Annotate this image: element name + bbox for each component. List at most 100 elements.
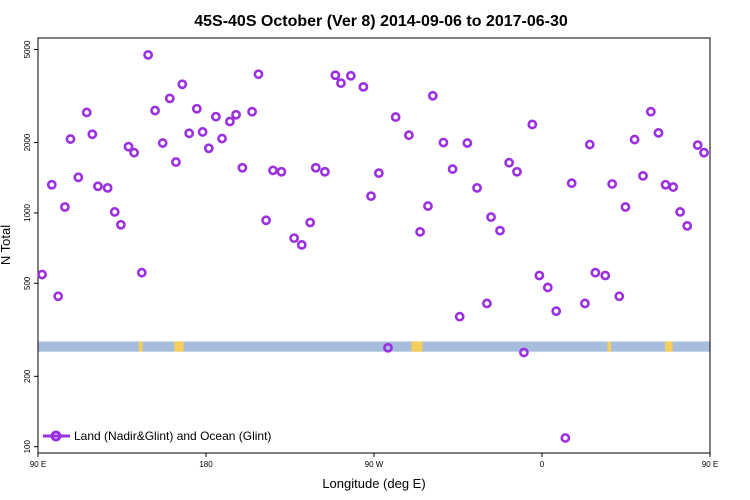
data-point xyxy=(584,139,595,150)
data-point xyxy=(668,182,679,192)
data-point xyxy=(237,162,248,173)
land-patch xyxy=(665,341,673,352)
data-point xyxy=(580,298,590,309)
y-tick-label: 5000 xyxy=(23,40,32,58)
data-point xyxy=(261,215,272,226)
data-point xyxy=(330,70,341,81)
data-point xyxy=(164,93,175,104)
x-tick-label: 90 E xyxy=(30,460,46,469)
x-tick-label: 90 E xyxy=(702,460,718,469)
data-point xyxy=(438,137,449,148)
data-point xyxy=(191,103,202,114)
data-point xyxy=(81,107,92,118)
data-point xyxy=(358,81,369,92)
data-point xyxy=(427,90,438,101)
data-point xyxy=(320,166,330,177)
data-point xyxy=(607,179,618,189)
data-point xyxy=(699,147,709,158)
data-point xyxy=(217,133,227,144)
data-point xyxy=(184,128,195,139)
data-point xyxy=(53,291,64,302)
data-point xyxy=(390,112,401,122)
data-point xyxy=(73,172,84,183)
data-point xyxy=(345,70,356,81)
data-point xyxy=(336,78,346,89)
data-point xyxy=(143,50,154,60)
data-point xyxy=(310,162,321,173)
data-point xyxy=(268,165,278,176)
legend-marker xyxy=(50,430,62,442)
data-point xyxy=(542,282,553,293)
data-point xyxy=(495,225,505,236)
data-point xyxy=(566,178,577,189)
data-point xyxy=(87,129,98,140)
data-point xyxy=(472,182,482,193)
data-point xyxy=(366,191,376,202)
data-point xyxy=(518,347,529,358)
data-point xyxy=(123,141,134,152)
chart-title: 45S-40S October (Ver 8) 2014-09-06 to 20… xyxy=(194,13,568,30)
data-point xyxy=(404,130,414,141)
data-point xyxy=(486,212,496,222)
data-point xyxy=(224,116,235,127)
data-point xyxy=(210,111,221,122)
data-point xyxy=(653,127,664,138)
data-point xyxy=(423,201,433,211)
data-point xyxy=(454,311,465,322)
data-point xyxy=(447,164,458,174)
surface-band xyxy=(38,341,710,352)
land-patch xyxy=(607,341,612,352)
data-point xyxy=(157,138,168,148)
data-point xyxy=(560,433,571,443)
data-point xyxy=(415,226,426,237)
data-point xyxy=(614,291,625,302)
data-point xyxy=(638,170,648,181)
data-point xyxy=(296,239,307,250)
legend-entry-label: Land (Nadir&Glint) and Ocean (Glint) xyxy=(74,429,271,443)
y-tick-label: 1000 xyxy=(23,203,32,221)
data-point xyxy=(629,134,640,145)
data-point xyxy=(46,179,57,190)
land-patch xyxy=(138,341,143,352)
data-point xyxy=(109,207,120,217)
y-axis-label: N Total xyxy=(0,225,13,265)
data-point xyxy=(682,221,693,231)
y-tick-label: 2000 xyxy=(23,133,32,151)
data-point xyxy=(482,298,492,309)
data-point xyxy=(692,140,703,151)
x-tick-label: 0 xyxy=(540,460,545,469)
data-point xyxy=(129,147,140,158)
data-point xyxy=(534,270,545,281)
data-point xyxy=(93,181,103,192)
y-tick-label: 500 xyxy=(23,276,32,290)
points-layer xyxy=(37,50,709,443)
data-point xyxy=(383,342,393,353)
data-point xyxy=(305,217,316,228)
data-point xyxy=(203,143,214,154)
data-point xyxy=(59,202,70,212)
data-point xyxy=(150,105,160,116)
data-point xyxy=(645,106,656,117)
x-axis-label: Longitude (deg E) xyxy=(322,476,425,491)
data-point xyxy=(102,182,113,193)
data-point xyxy=(551,306,562,317)
data-point xyxy=(253,69,264,80)
y-axis: 100 200 500 1000 2000 5000 xyxy=(23,40,38,453)
data-point xyxy=(171,157,181,167)
data-point xyxy=(504,157,515,168)
data-point xyxy=(276,166,287,177)
data-point xyxy=(247,106,258,117)
land-patch xyxy=(174,341,184,352)
data-point xyxy=(373,168,384,179)
data-point xyxy=(37,269,48,280)
y-tick-label: 100 xyxy=(23,439,32,453)
data-point xyxy=(527,119,538,130)
data-point xyxy=(289,233,300,244)
data-point xyxy=(675,207,686,217)
data-point xyxy=(115,219,126,230)
y-tick-label: 200 xyxy=(23,369,32,383)
data-point xyxy=(197,127,208,137)
data-point xyxy=(177,79,188,90)
data-point xyxy=(590,267,601,278)
x-axis: 90 E 180 90 W 0 90 E xyxy=(30,453,718,469)
